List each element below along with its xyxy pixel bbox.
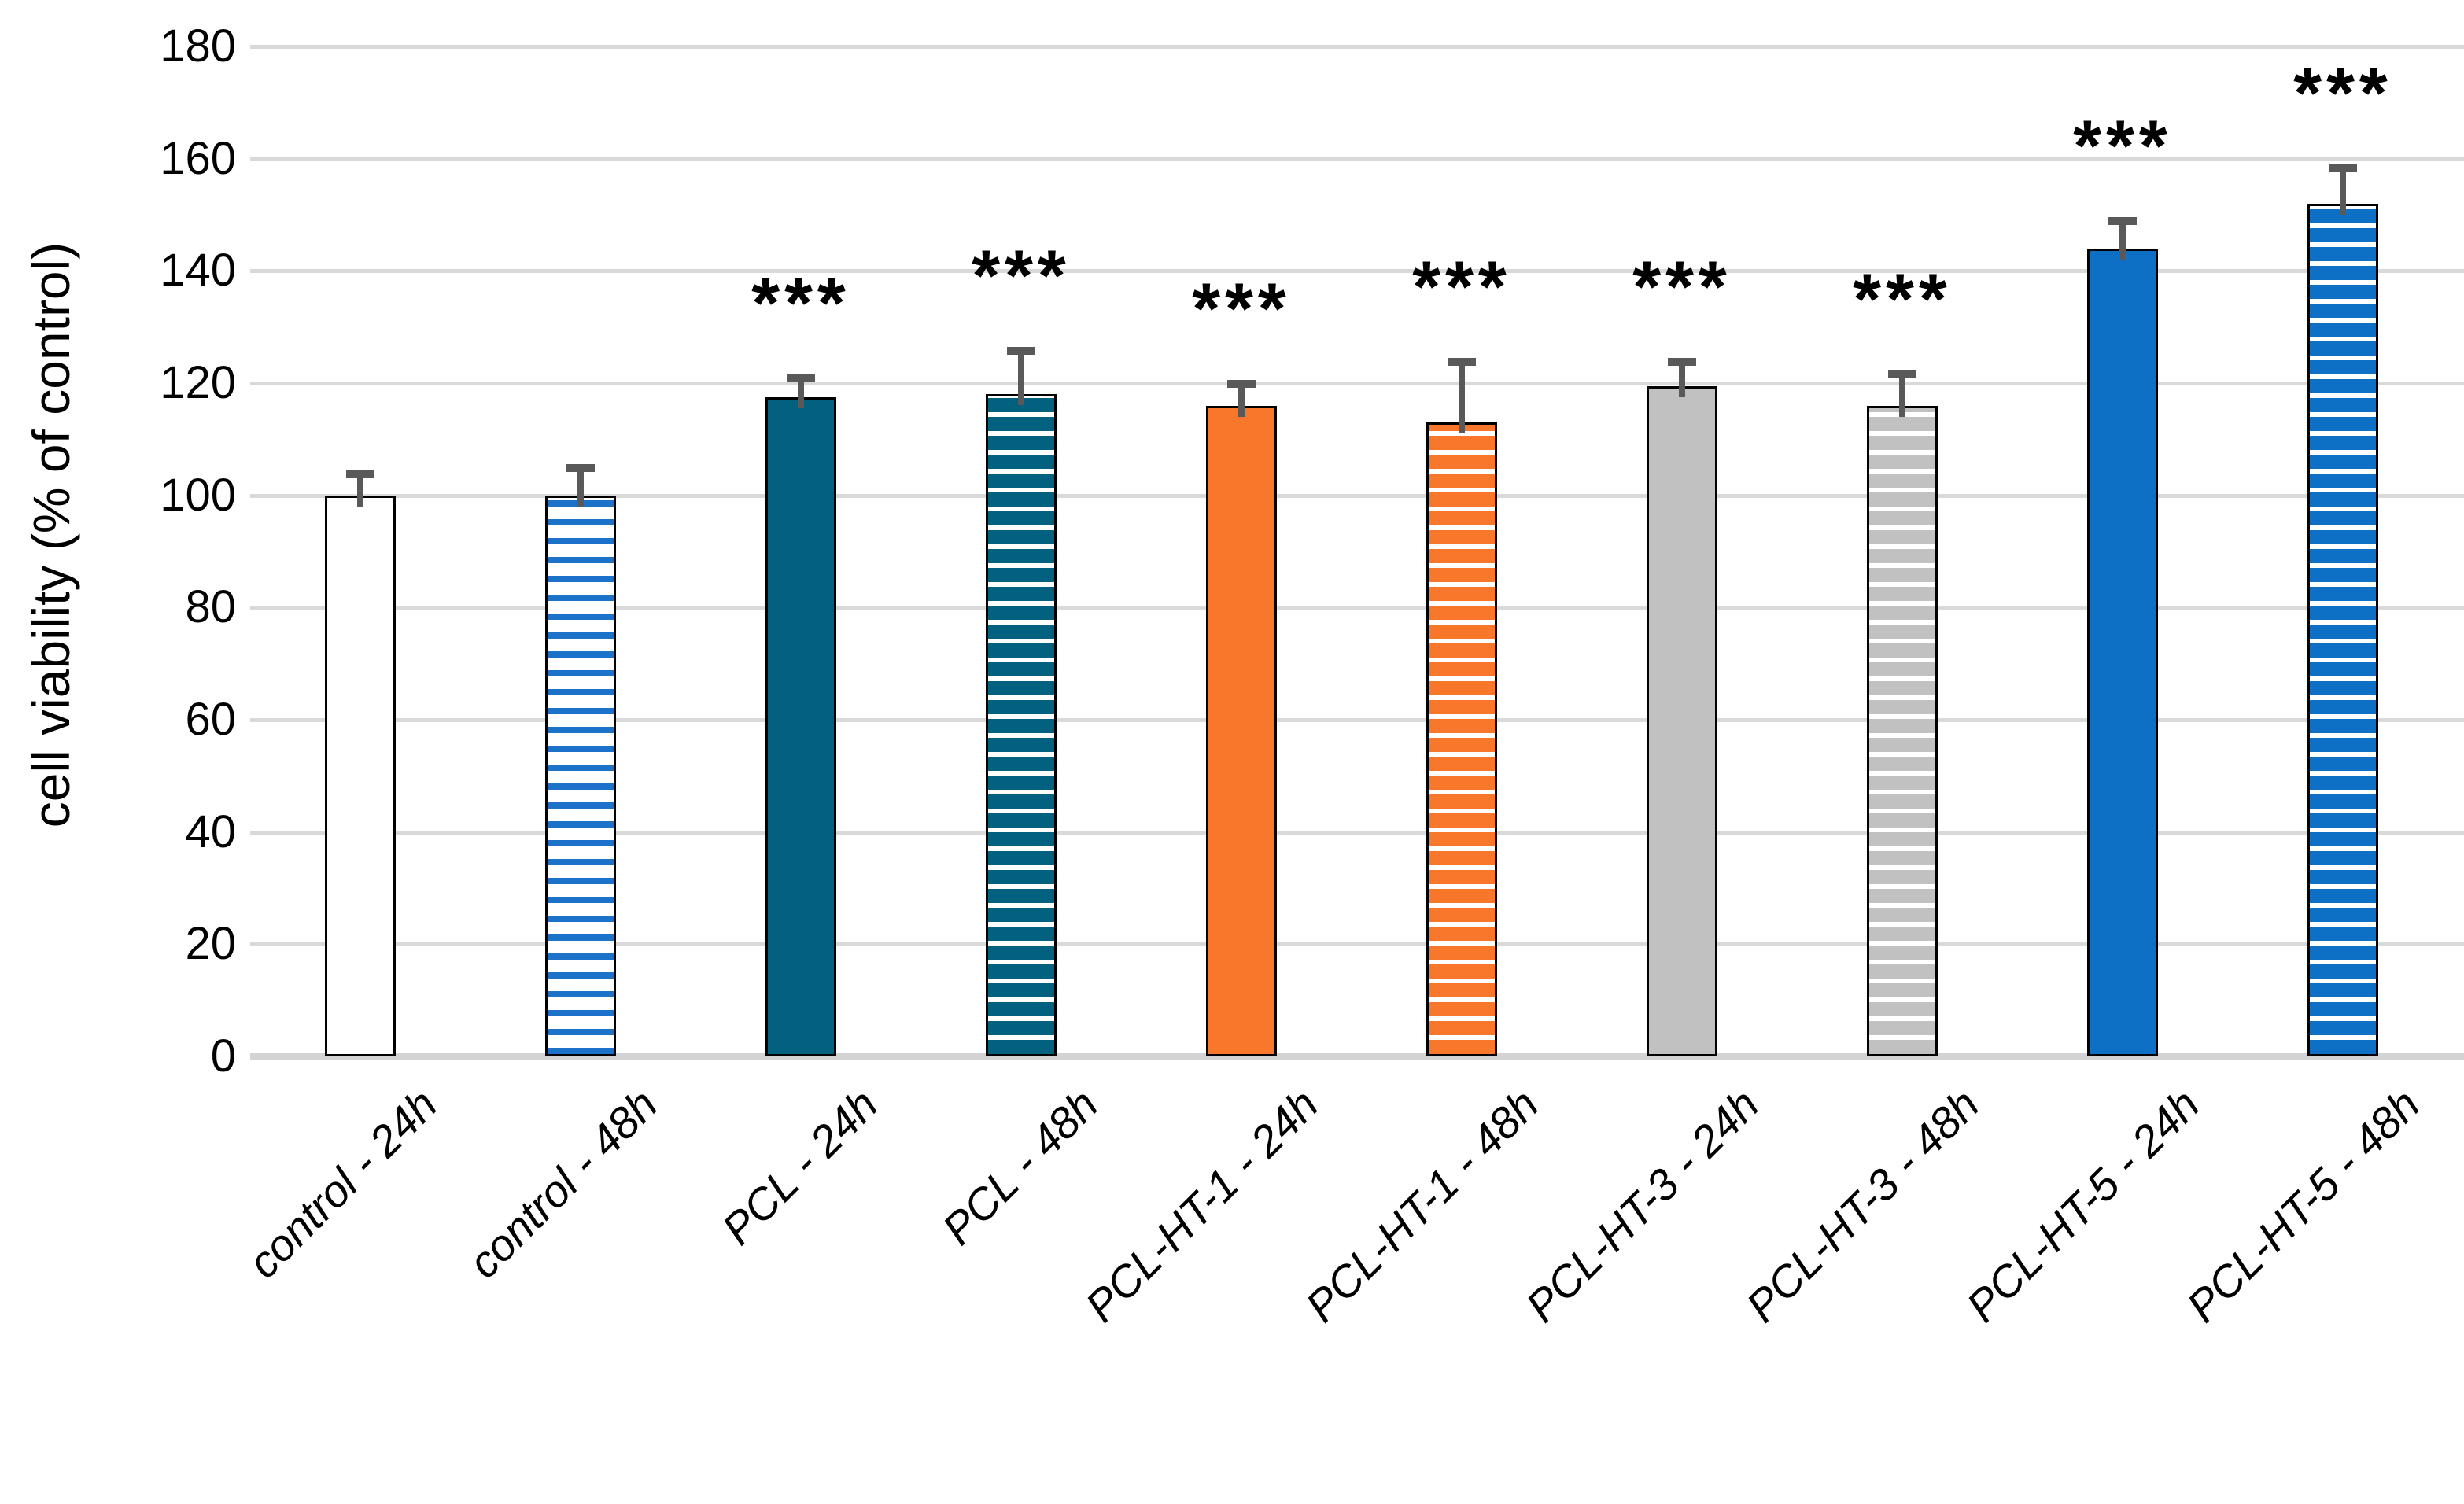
- gridline: [250, 493, 2464, 498]
- significance-marker: ***: [751, 264, 850, 345]
- error-bar: [1238, 380, 1245, 417]
- error-bar-cap: [566, 464, 595, 473]
- bar: [325, 495, 396, 1056]
- significance-marker: ***: [1632, 246, 1732, 327]
- gridline: [250, 269, 2464, 274]
- y-axis-tick-label: 140: [160, 245, 236, 297]
- error-bar: [577, 464, 584, 507]
- error-bar-cap: [2108, 216, 2137, 225]
- bar: [986, 394, 1057, 1056]
- y-axis-tick-label: 100: [160, 469, 236, 521]
- bar: [1426, 422, 1497, 1056]
- y-axis-tick-label: 0: [210, 1030, 236, 1082]
- significance-marker: ***: [1853, 259, 1952, 340]
- bar: [765, 396, 836, 1056]
- gridline: [250, 830, 2464, 835]
- error-bar-cap: [1888, 370, 1916, 378]
- y-axis-tick-label: 40: [185, 805, 236, 857]
- y-axis-tick-label: 20: [185, 918, 236, 970]
- significance-marker: ***: [1412, 246, 1511, 327]
- gridline: [250, 45, 2464, 49]
- x-axis-label: control - 24h: [238, 1079, 447, 1288]
- x-axis-label: control - 48h: [458, 1079, 667, 1288]
- gridline: [250, 382, 2464, 385]
- y-axis-tick-label: 160: [160, 132, 236, 184]
- x-axis-label: PCL-HT-1 - 24h: [1075, 1079, 1328, 1332]
- gridline: [250, 718, 2464, 722]
- x-axis-label: PCL-HT-3 - 24h: [1516, 1079, 1769, 1332]
- error-bar: [357, 470, 363, 507]
- gridline: [250, 157, 2464, 161]
- error-bar-cap: [1668, 357, 1696, 366]
- significance-marker: ***: [1192, 269, 1291, 350]
- bar: [2307, 203, 2378, 1056]
- bar: [2087, 248, 2158, 1056]
- error-bar-cap: [2329, 164, 2357, 172]
- error-bar: [1899, 370, 1905, 417]
- bar: [545, 495, 616, 1056]
- error-bar: [798, 374, 804, 408]
- significance-marker: ***: [2293, 53, 2392, 134]
- y-axis-tick-label: 180: [160, 20, 236, 72]
- error-bar-cap: [1227, 380, 1256, 389]
- y-axis-tick-label: 120: [160, 357, 236, 408]
- x-axis-label: PCL - 24h: [712, 1079, 887, 1255]
- gridline: [250, 606, 2464, 610]
- x-axis-line: [250, 1053, 2464, 1060]
- bar: [1647, 385, 1717, 1056]
- y-axis-tick-label: 60: [185, 694, 236, 745]
- error-bar-cap: [1448, 357, 1476, 366]
- y-axis-tick-label: 80: [185, 581, 236, 633]
- x-axis-label: PCL-HT-5 - 48h: [2177, 1079, 2429, 1332]
- bar: [1867, 405, 1938, 1056]
- error-bar-cap: [346, 470, 374, 478]
- significance-marker: ***: [2073, 105, 2172, 186]
- bar: [1206, 405, 1277, 1056]
- x-axis-label: PCL-HT-5 - 24h: [1957, 1079, 2209, 1332]
- x-axis-label: PCL-HT-1 - 48h: [1296, 1079, 1548, 1332]
- error-bar-cap: [787, 374, 815, 383]
- error-bar: [1018, 346, 1024, 406]
- error-bar-cap: [1007, 346, 1035, 355]
- error-bar: [2340, 164, 2346, 215]
- bar-chart: cell viability (% of control) 0 20 40 60 80 1…: [22, 20, 2464, 1331]
- x-axis-label: PCL-HT-3 - 48h: [1736, 1079, 1989, 1332]
- error-bar: [1459, 357, 1465, 433]
- x-axis-label: PCL - 48h: [932, 1079, 1108, 1255]
- error-bar: [2119, 216, 2126, 260]
- significance-marker: ***: [972, 235, 1071, 316]
- error-bar: [1679, 357, 1685, 397]
- gridline: [250, 942, 2464, 947]
